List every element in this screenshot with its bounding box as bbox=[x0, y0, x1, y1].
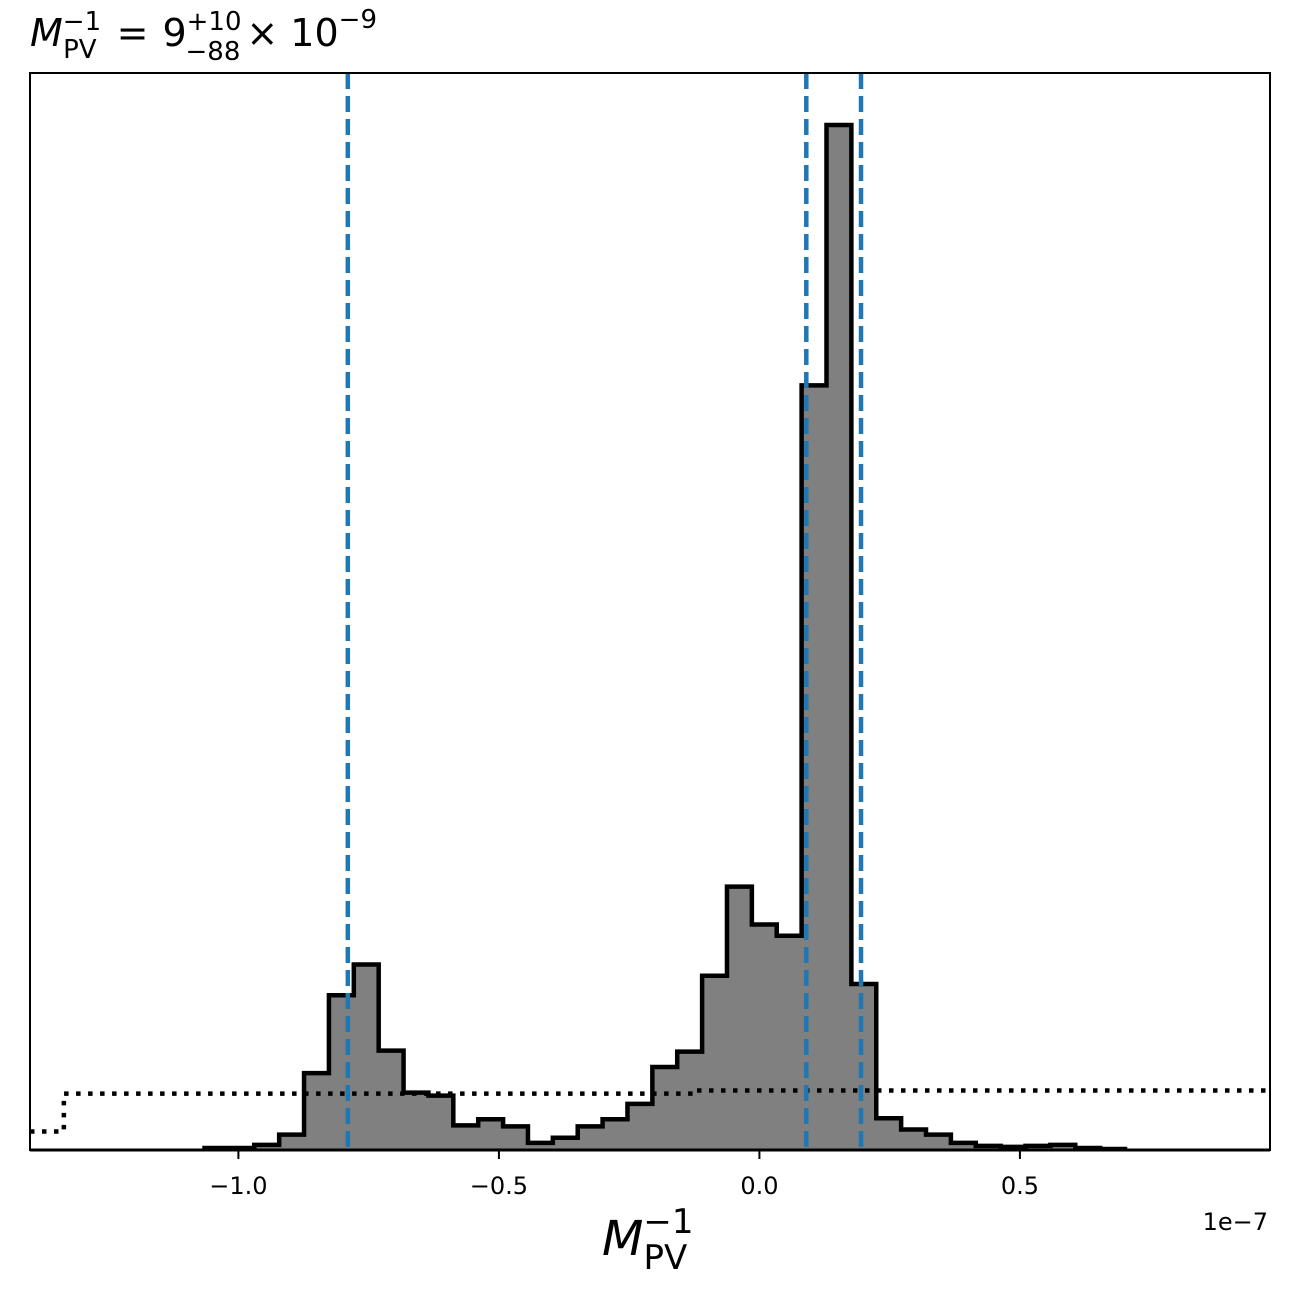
histogram-bar bbox=[453, 1125, 479, 1150]
x-tick-label: 0.5 bbox=[1001, 1172, 1039, 1200]
title-subscript: PV bbox=[63, 35, 97, 65]
x-tick-label: −1.0 bbox=[209, 1172, 267, 1200]
xlabel-superscript: −1 bbox=[643, 1202, 693, 1242]
histogram-bar bbox=[527, 1142, 554, 1150]
histogram-bar bbox=[577, 1126, 604, 1150]
chart-title: M−1 PV = 9+10 −88 × 10−9 bbox=[30, 5, 377, 67]
axes-frame bbox=[29, 72, 1271, 1151]
histogram-bar bbox=[776, 935, 803, 1150]
x-offset-label: 1e−7 bbox=[1203, 1208, 1268, 1236]
histogram-bar bbox=[677, 1051, 703, 1150]
histogram-bar bbox=[552, 1137, 579, 1150]
histogram-bar bbox=[602, 1119, 628, 1150]
title-lower-error: −88 bbox=[186, 37, 241, 67]
histogram-bar bbox=[926, 1134, 952, 1150]
prior-line bbox=[30, 1088, 1270, 1134]
histogram-bar bbox=[1050, 1144, 1076, 1150]
title-symbol: M bbox=[30, 11, 63, 55]
histogram-bar bbox=[751, 924, 778, 1150]
title-times: × 10 bbox=[246, 11, 338, 55]
histogram-bar bbox=[478, 1119, 504, 1150]
histogram-bar bbox=[254, 1144, 280, 1150]
histogram-bar bbox=[851, 983, 877, 1150]
histogram-bar bbox=[652, 1066, 678, 1150]
x-axis-ticks: −1.0 −0.5 0.0 0.5 bbox=[209, 1150, 1039, 1200]
histogram-bar bbox=[726, 886, 753, 1150]
title-superscript: −1 bbox=[63, 7, 101, 37]
histogram-bar bbox=[702, 975, 728, 1150]
histogram-outline bbox=[202, 122, 1128, 1152]
xlabel-symbol: M bbox=[602, 1211, 643, 1267]
x-tick-label: −0.5 bbox=[470, 1172, 528, 1200]
xlabel-subscript: PV bbox=[644, 1238, 688, 1278]
histogram-bar bbox=[378, 1050, 405, 1150]
title-upper-error: +10 bbox=[187, 7, 242, 37]
histogram-bar bbox=[876, 1118, 902, 1150]
title-exponent: −9 bbox=[339, 5, 377, 35]
histogram-bar bbox=[826, 125, 852, 1150]
histogram-bar bbox=[950, 1142, 977, 1150]
histogram-bar bbox=[304, 1073, 330, 1150]
title-equals: = bbox=[117, 11, 149, 55]
histogram-bar bbox=[353, 964, 380, 1150]
histogram-bar bbox=[901, 1129, 927, 1150]
histogram-bar bbox=[328, 995, 355, 1150]
x-tick-label: 0.0 bbox=[740, 1172, 778, 1200]
histogram-bar bbox=[503, 1126, 529, 1150]
histogram-bar bbox=[627, 1103, 653, 1150]
histogram-bar bbox=[279, 1134, 305, 1150]
quantile-lines bbox=[345, 73, 864, 1150]
plot-area bbox=[29, 72, 1271, 1152]
title-value: 9 bbox=[162, 11, 186, 55]
histogram-bar bbox=[403, 1092, 429, 1150]
x-axis-label: M−1 PV bbox=[602, 1202, 694, 1278]
histogram-bar bbox=[428, 1095, 454, 1150]
